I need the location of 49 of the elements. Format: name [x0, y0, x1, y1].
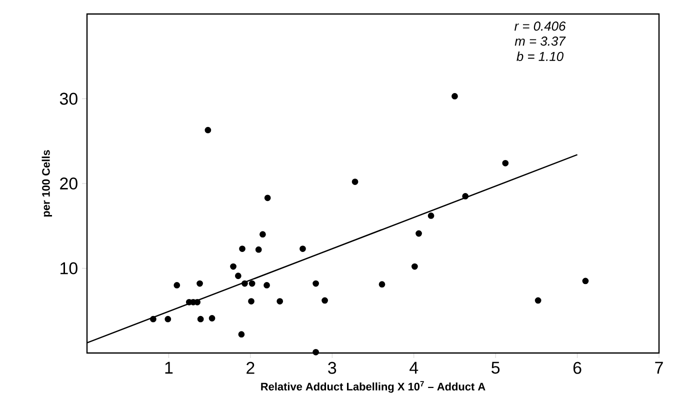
y-tick-label: 20	[60, 178, 78, 190]
point	[264, 194, 271, 202]
point	[174, 282, 180, 288]
point	[255, 246, 262, 253]
point	[534, 297, 542, 304]
point	[312, 280, 319, 287]
point	[264, 282, 270, 288]
point	[208, 315, 216, 322]
point	[239, 246, 246, 252]
point	[352, 178, 358, 185]
point	[194, 298, 201, 306]
point	[428, 212, 434, 219]
point	[300, 246, 306, 252]
y-tick-label: 10	[60, 262, 78, 274]
x-tick-label: 4	[410, 362, 418, 374]
x-tick-label: 5	[492, 362, 500, 374]
point	[238, 331, 245, 338]
point	[204, 126, 212, 134]
point	[248, 298, 254, 304]
point	[164, 316, 172, 322]
point	[248, 280, 256, 287]
point	[276, 298, 284, 304]
point	[260, 231, 266, 238]
point	[197, 316, 204, 322]
point	[378, 281, 386, 288]
y-axis-title: per 100 Cells	[42, 150, 52, 217]
point	[230, 263, 236, 270]
point	[462, 193, 469, 200]
annotation: b = 1.10	[516, 52, 564, 62]
x-tick-label: 7	[655, 362, 663, 374]
point	[416, 230, 422, 237]
y-tick-label: 30	[60, 92, 78, 105]
x-tick-label: 1	[165, 362, 173, 374]
x-tick-label: 3	[328, 362, 336, 374]
point	[582, 278, 589, 284]
point	[312, 348, 319, 356]
point	[234, 272, 242, 280]
x-tick-label: 2	[246, 362, 254, 374]
point	[196, 280, 203, 287]
point	[150, 316, 156, 322]
point	[452, 93, 458, 100]
x-axis-title: Relative Adduct Labelling X 10$^{7}$ – Adduct A	[261, 381, 486, 393]
point	[411, 263, 418, 270]
annotation: r = 0.406	[514, 22, 566, 31]
point	[242, 280, 248, 287]
x-tick-label: 6	[573, 362, 582, 374]
annotation: m = 3.37	[514, 36, 566, 46]
point	[502, 160, 509, 166]
point	[322, 297, 328, 304]
